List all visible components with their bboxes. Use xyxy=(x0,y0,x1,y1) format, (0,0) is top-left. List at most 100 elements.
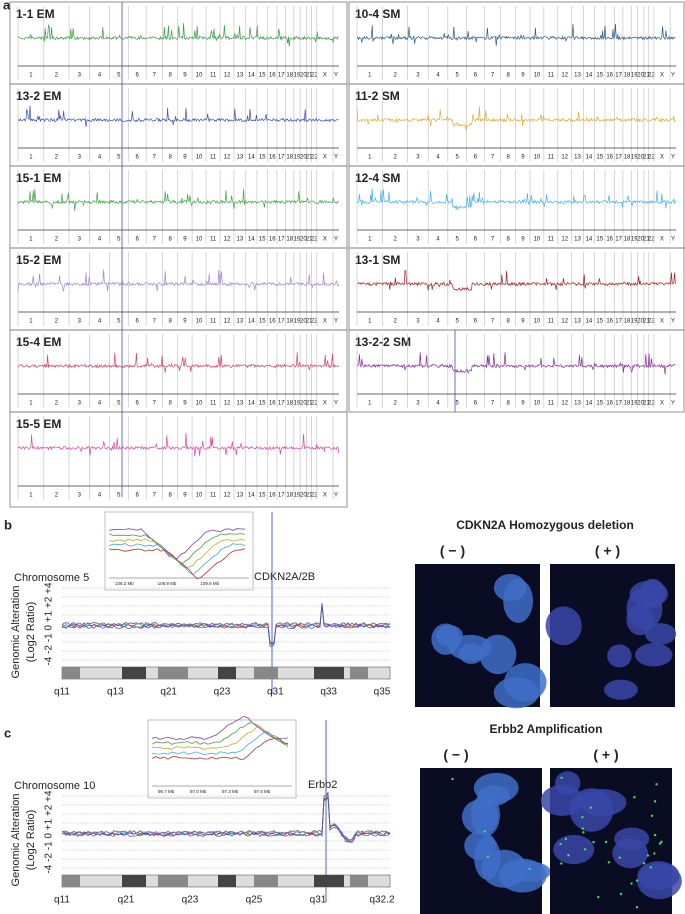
chrom-label: 11 xyxy=(548,155,555,161)
chrom-label: 12 xyxy=(561,319,568,325)
panel-label: c xyxy=(4,725,11,740)
chrom-label: 7 xyxy=(491,73,495,79)
neg-label: ( − ) xyxy=(440,543,465,559)
chrom-label: 18 xyxy=(624,73,631,79)
band-label: q31 xyxy=(310,895,327,906)
chrom-label: 3 xyxy=(78,73,82,79)
chrom-label: 14 xyxy=(248,401,255,407)
chrom-label: 10 xyxy=(196,155,203,161)
signal xyxy=(658,842,662,845)
signal xyxy=(635,906,639,909)
chrom-label: 14 xyxy=(248,237,255,243)
chrom-label: 10 xyxy=(534,237,541,243)
track-name: 15-5 EM xyxy=(16,417,61,431)
chrom-label: 5 xyxy=(456,155,460,161)
chrom-label: X xyxy=(660,401,664,407)
chrom-label: 20 xyxy=(300,401,307,407)
chrom-label: 11 xyxy=(210,401,217,407)
signal xyxy=(642,862,646,865)
chrom-label: 15 xyxy=(259,155,266,161)
signal xyxy=(655,783,658,786)
chrom-label: 2 xyxy=(394,401,398,407)
chrom-label: 13 xyxy=(574,401,581,407)
chrom-label: 15 xyxy=(596,237,603,243)
chrom-label: 8 xyxy=(168,401,172,407)
chrom-label: 7 xyxy=(153,401,157,407)
nucleus xyxy=(506,861,551,883)
chrom-label: 16 xyxy=(606,73,613,79)
chrom-label: 4 xyxy=(436,73,440,79)
signal xyxy=(528,867,531,871)
chrom-label: 21 xyxy=(643,73,650,79)
chrom-label: Y xyxy=(334,155,338,161)
chrom-label: 14 xyxy=(248,73,255,79)
chrom-label: 5 xyxy=(117,401,121,407)
ratio-trace xyxy=(61,797,391,843)
chrom-label: 10 xyxy=(196,319,203,325)
chrom-label: 4 xyxy=(98,493,102,499)
chrom-label: 6 xyxy=(474,401,478,407)
inset xyxy=(147,719,297,799)
chrom-label: 19 xyxy=(631,319,638,325)
signal xyxy=(581,827,584,830)
chrom-label: 15 xyxy=(596,155,603,161)
chrom-label: 1 xyxy=(29,493,33,499)
chrom-label: 7 xyxy=(153,155,157,161)
chrom-label: 9 xyxy=(521,155,525,161)
copy-number-trace xyxy=(17,23,339,47)
chrom-label: 3 xyxy=(78,493,82,499)
chrom-label: 16 xyxy=(606,237,613,243)
nucleus xyxy=(473,772,519,803)
chrom-label: Y xyxy=(334,73,338,79)
chrom-label: 13 xyxy=(574,319,581,325)
gene-label: CDKN2A/2B xyxy=(254,571,315,583)
chrom-label: 1 xyxy=(29,73,33,79)
copy-number-trace xyxy=(17,352,340,373)
signal xyxy=(635,879,639,882)
chrom-label: 19 xyxy=(294,319,301,325)
ideogram-band xyxy=(218,875,236,887)
chrom-label: 7 xyxy=(491,319,495,325)
chrom-label: 18 xyxy=(624,237,631,243)
signal xyxy=(560,862,563,865)
chrom-label: 12 xyxy=(561,401,568,407)
chrom-label: 13 xyxy=(237,493,244,499)
inset xyxy=(104,511,254,591)
copy-number-trace xyxy=(356,188,676,211)
chrom-label: 6 xyxy=(135,155,139,161)
chrom-label: 18 xyxy=(286,155,293,161)
band-label: q23 xyxy=(214,687,231,698)
ratio-trace xyxy=(61,604,391,645)
y-axis-label: Genomic Alteration xyxy=(10,586,22,679)
chrom-label: Y xyxy=(671,73,675,79)
nucleus xyxy=(553,834,595,865)
chrom-label: 19 xyxy=(294,401,301,407)
chrom-label: 5 xyxy=(456,73,460,79)
chrom-label: 21 xyxy=(643,155,650,161)
chrom-label: 5 xyxy=(117,155,121,161)
chrom-label: 8 xyxy=(168,237,172,243)
copy-number-trace xyxy=(356,23,676,46)
chrom-label: 10 xyxy=(534,73,541,79)
nucleus xyxy=(461,799,499,835)
copy-number-trace xyxy=(17,432,340,457)
copy-number-trace xyxy=(17,269,340,292)
inset-trace xyxy=(108,528,246,560)
chrom-label: 8 xyxy=(507,73,511,79)
ideogram-band xyxy=(62,875,80,887)
nucleus xyxy=(635,643,673,667)
chrom-label: 11 xyxy=(210,319,217,325)
chrom-label: 7 xyxy=(153,73,157,79)
chrom-label: 6 xyxy=(135,401,139,407)
chrom-label: Y xyxy=(334,319,338,325)
chrom-label: Y xyxy=(334,401,338,407)
track-name: 13-1 SM xyxy=(355,253,400,267)
signal xyxy=(650,814,654,817)
track-name: 11-2 SM xyxy=(355,89,400,103)
inset-trace xyxy=(151,725,289,750)
ratio-trace xyxy=(61,791,391,841)
chrom-label: 11 xyxy=(548,401,555,407)
nucleus xyxy=(555,771,581,795)
band-label: q11 xyxy=(54,895,70,906)
